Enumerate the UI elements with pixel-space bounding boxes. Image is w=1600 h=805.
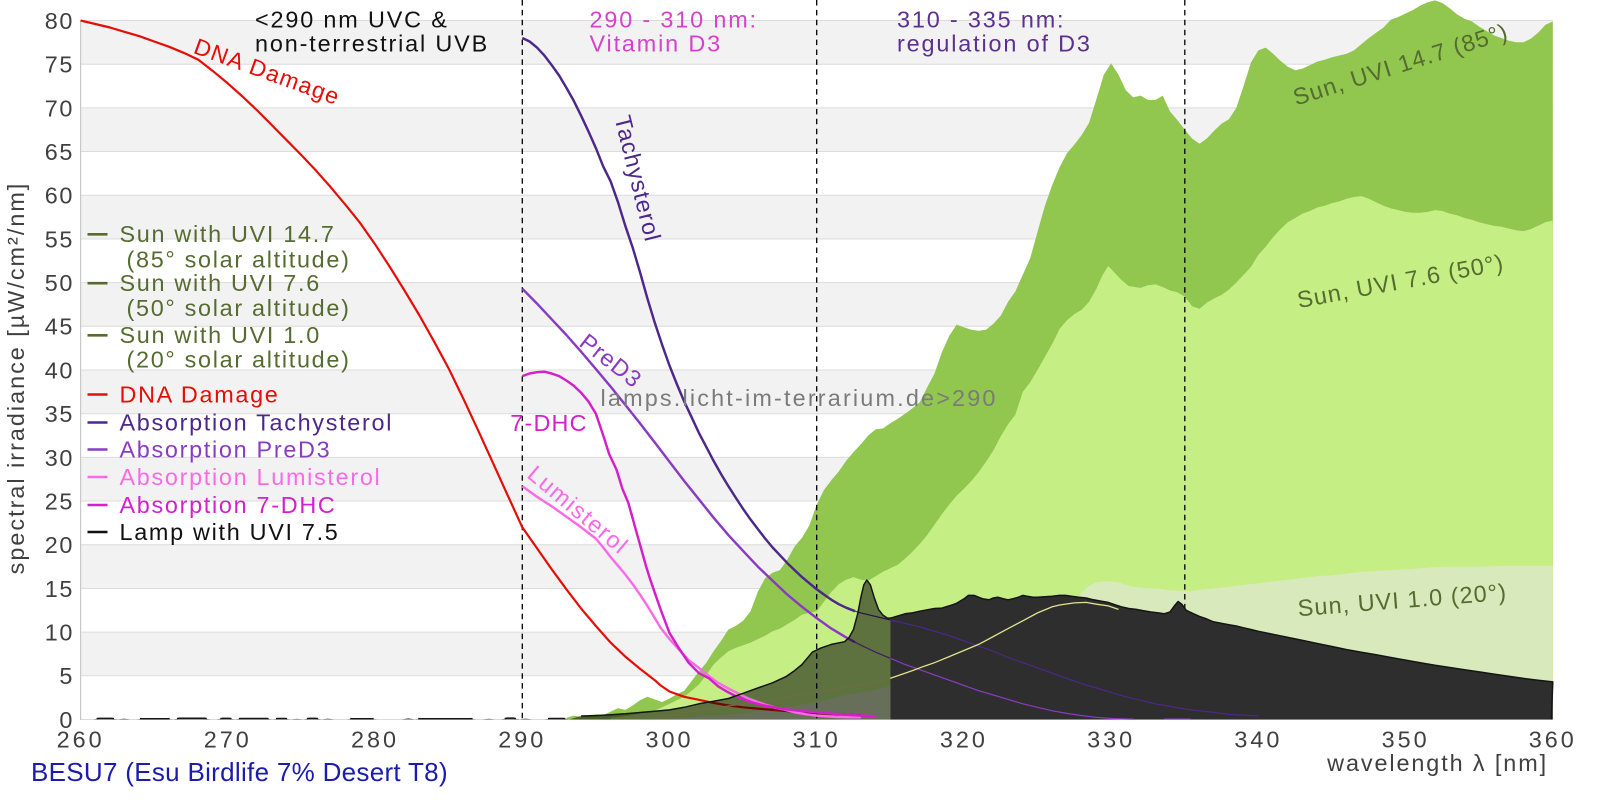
svg-text:Sun with UVI 14.7: Sun with UVI 14.7 (120, 221, 336, 247)
svg-text:spectral irradiance [µW/cm²/nm: spectral irradiance [µW/cm²/nm] (3, 182, 29, 575)
svg-text:(85° solar altitude): (85° solar altitude) (127, 247, 351, 273)
svg-text:55: 55 (45, 226, 74, 252)
svg-text:Sun with UVI 1.0: Sun with UVI 1.0 (120, 322, 321, 348)
svg-text:60: 60 (45, 183, 74, 209)
svg-text:Lamp with UVI 7.5: Lamp with UVI 7.5 (120, 519, 340, 545)
svg-text:wavelength λ [nm]: wavelength λ [nm] (1326, 750, 1548, 776)
svg-text:40: 40 (45, 357, 74, 383)
svg-text:65: 65 (45, 139, 74, 165)
svg-text:Absorption Lumisterol: Absorption Lumisterol (120, 464, 382, 490)
svg-text:50: 50 (45, 270, 74, 296)
svg-text:15: 15 (45, 576, 74, 602)
svg-text:300: 300 (645, 727, 693, 753)
svg-text:Sun with UVI 7.6: Sun with UVI 7.6 (120, 270, 321, 296)
svg-text:5: 5 (59, 663, 74, 689)
svg-text:310: 310 (793, 727, 841, 753)
svg-text:280: 280 (351, 727, 399, 753)
svg-text:Absorption PreD3: Absorption PreD3 (120, 436, 332, 462)
svg-text:75: 75 (45, 52, 74, 78)
svg-text:BESU7 (Esu Birdlife 7% Desert: BESU7 (Esu Birdlife 7% Desert T8) (31, 757, 448, 787)
svg-text:Absorption Tachysterol: Absorption Tachysterol (120, 409, 394, 435)
svg-text:Absorption 7-DHC: Absorption 7-DHC (120, 492, 337, 518)
svg-text:<290 nm UVC &: <290 nm UVC & (255, 7, 449, 33)
svg-text:30: 30 (45, 445, 74, 471)
svg-text:290 - 310 nm:: 290 - 310 nm: (590, 7, 758, 33)
svg-text:20: 20 (45, 532, 74, 558)
svg-text:10: 10 (45, 620, 74, 646)
svg-text:260: 260 (57, 727, 105, 753)
svg-text:DNA Damage: DNA Damage (120, 381, 280, 407)
svg-text:regulation of D3: regulation of D3 (897, 31, 1092, 57)
svg-text:330: 330 (1087, 727, 1135, 753)
svg-text:320: 320 (940, 727, 988, 753)
svg-text:310 - 335 nm:: 310 - 335 nm: (897, 7, 1065, 33)
svg-text:Vitamin D3: Vitamin D3 (590, 31, 722, 57)
svg-text:0: 0 (59, 707, 74, 733)
svg-text:lamps.licht-im-terrarium.de>29: lamps.licht-im-terrarium.de>290 (601, 385, 998, 411)
svg-text:(20° solar altitude): (20° solar altitude) (127, 347, 351, 373)
svg-text:80: 80 (45, 8, 74, 34)
svg-text:(50° solar altitude): (50° solar altitude) (127, 295, 351, 321)
svg-text:45: 45 (45, 314, 74, 340)
svg-text:360: 360 (1529, 727, 1577, 753)
svg-text:70: 70 (45, 95, 74, 121)
svg-text:7-DHC: 7-DHC (510, 410, 587, 436)
svg-text:290: 290 (498, 727, 546, 753)
svg-text:25: 25 (45, 489, 74, 515)
svg-text:35: 35 (45, 401, 74, 427)
svg-text:350: 350 (1382, 727, 1430, 753)
svg-text:340: 340 (1234, 727, 1282, 753)
svg-text:270: 270 (204, 727, 252, 753)
svg-text:non-terrestrial UVB: non-terrestrial UVB (255, 31, 489, 57)
